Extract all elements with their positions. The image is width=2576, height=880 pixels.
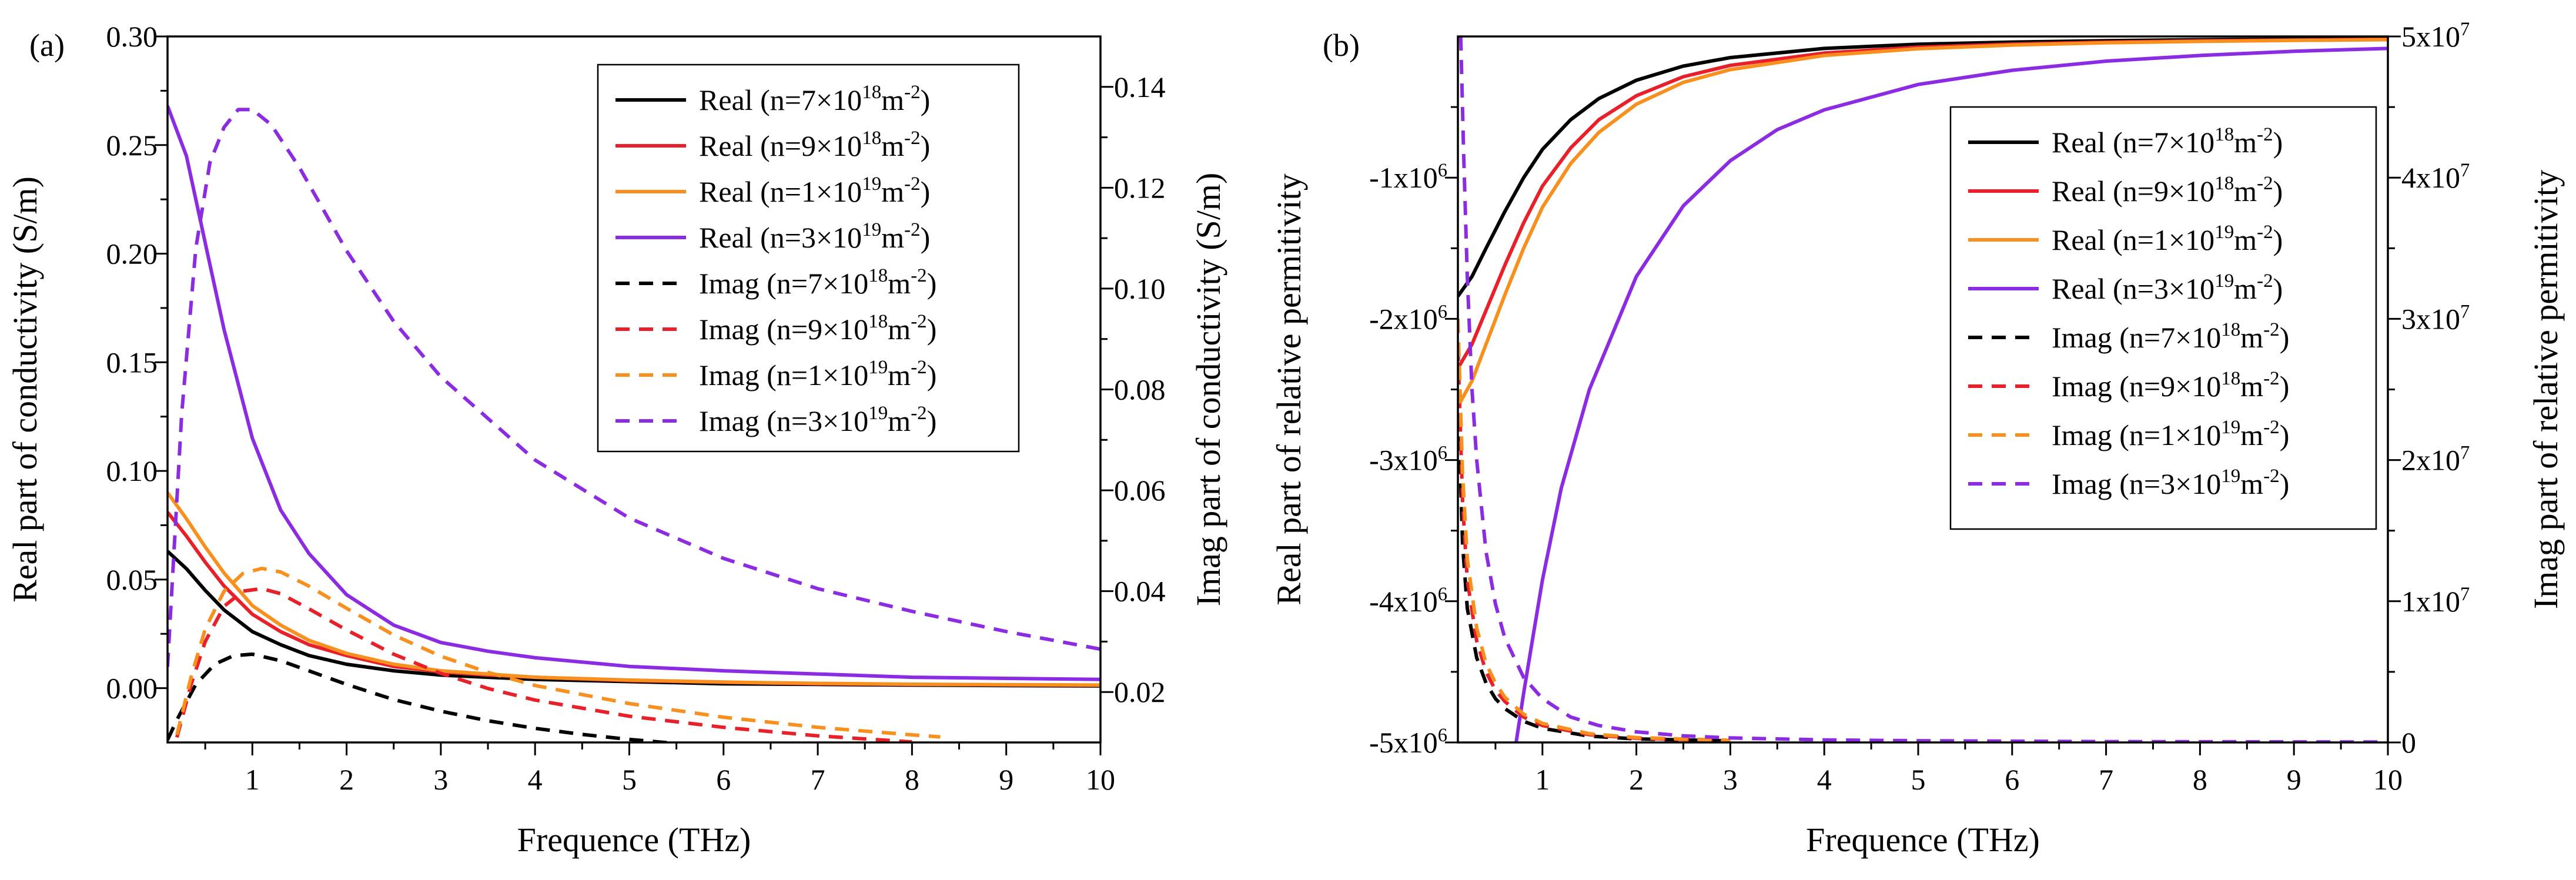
y2-tick-label: 4x107 bbox=[2401, 160, 2470, 194]
x-tick-label: 4 bbox=[1817, 763, 1832, 796]
x-axis-title: Frequence (THz) bbox=[517, 821, 751, 859]
legend-entry-label: Real (n=9×1018m-2) bbox=[2052, 173, 2283, 208]
y2-tick-label: 0.12 bbox=[1114, 171, 1166, 204]
legend-entry-label: Imag (n=7×1018m-2) bbox=[2052, 319, 2289, 354]
x-tick-label: 10 bbox=[2373, 763, 2403, 796]
y2-tick-label: 3x107 bbox=[2401, 301, 2470, 335]
series-line-real-1e19 bbox=[168, 491, 1100, 687]
legend-entry-label: Imag (n=1×1019m-2) bbox=[2052, 417, 2289, 451]
series-line-imag-3e19 bbox=[168, 108, 1100, 667]
y-tick-label: 0.30 bbox=[106, 20, 158, 53]
x-tick-label: 3 bbox=[1723, 763, 1738, 796]
legend-entry-label: Real (n=1×1019m-2) bbox=[2052, 222, 2283, 256]
legend-entry-label: Real (n=9×1018m-2) bbox=[699, 128, 930, 162]
y-tick-label: -1x106 bbox=[1369, 160, 1447, 194]
series-line-real-3e19 bbox=[1514, 46, 2388, 742]
y2-tick-label: 0.04 bbox=[1114, 575, 1166, 608]
series-line-imag-9e18 bbox=[1458, 347, 1731, 742]
legend-entry-label: Imag (n=1×1019m-2) bbox=[699, 357, 936, 392]
series-group bbox=[1458, 36, 2388, 742]
x-tick-label: 4 bbox=[528, 763, 543, 796]
legend-box bbox=[1949, 106, 2377, 530]
series-line-real-9e18 bbox=[168, 511, 1100, 687]
panel-a: 1 2 3 4 5 6 7 8 9 10 0.00 0.05 0.10 0.15 0.20 0.25 0.30 0… bbox=[6, 20, 1227, 859]
series-line-real-3e19 bbox=[168, 105, 1100, 681]
y-tick-label: -2x106 bbox=[1369, 301, 1447, 335]
legend-entry-label: Real (n=3×1019m-2) bbox=[699, 219, 930, 254]
y-axis-title: Real part of conductivity (S/m) bbox=[6, 176, 44, 603]
x-tick-label: 2 bbox=[1629, 763, 1644, 796]
y-tick-label: 0.25 bbox=[106, 129, 158, 162]
y-tick-label: -4x106 bbox=[1369, 584, 1447, 618]
legend-entry-label: Imag (n=9×1018m-2) bbox=[699, 311, 936, 346]
x-tick-label: 9 bbox=[999, 763, 1013, 796]
x-tick-label: 8 bbox=[905, 763, 919, 796]
y2-tick-label: 0.08 bbox=[1114, 373, 1166, 406]
x-tick-label: 5 bbox=[622, 763, 637, 796]
legend-entry-label: Real (n=3×1019m-2) bbox=[2052, 270, 2283, 305]
series-line-imag-7e18 bbox=[1458, 389, 1731, 742]
x-axis-title: Frequence (THz) bbox=[1806, 821, 2040, 859]
legend-entry-label: Imag (n=3×1019m-2) bbox=[2052, 466, 2289, 500]
panel-label: (b) bbox=[1323, 28, 1360, 63]
y-tick-label: -5x106 bbox=[1369, 725, 1447, 759]
legend-entry-label: Imag (n=9×1018m-2) bbox=[2052, 368, 2289, 403]
y-tick-label: 0.10 bbox=[106, 454, 158, 487]
legend: Real (n=7×1018m-2) Real (n=9×1018m-2) Real… bbox=[597, 63, 1020, 453]
series-line-imag-9e18 bbox=[175, 587, 912, 742]
series-group bbox=[168, 105, 1100, 742]
x-tick-label: 8 bbox=[2193, 763, 2207, 796]
x-tick-label: 2 bbox=[339, 763, 354, 796]
y-tick-label: 0.15 bbox=[106, 346, 158, 379]
x-tick-label: 3 bbox=[433, 763, 448, 796]
y-tick-label: 0.00 bbox=[106, 672, 158, 705]
y2-tick-label: 0.02 bbox=[1114, 675, 1166, 708]
x-tick-label: 7 bbox=[2099, 763, 2113, 796]
series-line-imag-1e19 bbox=[1458, 319, 1731, 742]
legend-entry-label: Imag (n=3×1019m-2) bbox=[699, 403, 936, 437]
series-line-imag-3e19 bbox=[1458, 36, 2388, 742]
series-line-real-1e19 bbox=[1458, 38, 2388, 407]
legend-box bbox=[597, 63, 1020, 453]
y-axis-title: Real part of relative permitivity bbox=[1270, 173, 1308, 605]
legend-entry-label: Real (n=7×1018m-2) bbox=[2052, 124, 2283, 159]
x-tick-label: 5 bbox=[1911, 763, 1926, 796]
x-tick-label: 10 bbox=[1086, 763, 1115, 796]
y2-axis-title: Imag part of conductivity (S/m) bbox=[1189, 173, 1227, 607]
y2-tick-label: 0 bbox=[2401, 726, 2416, 759]
y2-axis-title: Imag part of relative permitivity bbox=[2527, 170, 2565, 609]
x-tick-label: 9 bbox=[2287, 763, 2301, 796]
y2-tick-label: 0.10 bbox=[1114, 272, 1166, 305]
y2-tick-label: 1x107 bbox=[2401, 584, 2470, 618]
legend: Real (n=7×1018m-2) Real (n=9×1018m-2) Real… bbox=[1949, 106, 2377, 530]
x-tick-label: 6 bbox=[716, 763, 731, 796]
series-line-imag-1e19 bbox=[175, 567, 941, 739]
series-line-imag-7e18 bbox=[168, 652, 687, 742]
panel-b: 1 2 3 4 5 6 7 8 9 10 -5x106 -4x106 -3x106 -2x106 -1x10… bbox=[1270, 19, 2565, 859]
legend-entry-label: Real (n=1×1019m-2) bbox=[699, 173, 930, 208]
y-tick-label: 0.05 bbox=[106, 563, 158, 596]
legend-entry-label: Real (n=7×1018m-2) bbox=[699, 82, 930, 116]
y2-tick-label: 0.06 bbox=[1114, 474, 1166, 507]
y-tick-label: -3x106 bbox=[1369, 443, 1447, 477]
legend-entry-label: Imag (n=7×1018m-2) bbox=[699, 265, 936, 300]
y2-tick-label: 0.14 bbox=[1114, 71, 1166, 103]
x-tick-label: 1 bbox=[1535, 763, 1550, 796]
y2-tick-label: 2x107 bbox=[2401, 443, 2470, 477]
y-tick-label: 0.20 bbox=[106, 237, 158, 270]
x-tick-label: 7 bbox=[811, 763, 825, 796]
x-tick-label: 6 bbox=[2005, 763, 2019, 796]
panel-label: (a) bbox=[29, 28, 65, 63]
y2-tick-label: 5x107 bbox=[2401, 19, 2470, 53]
x-tick-label: 1 bbox=[245, 763, 260, 796]
